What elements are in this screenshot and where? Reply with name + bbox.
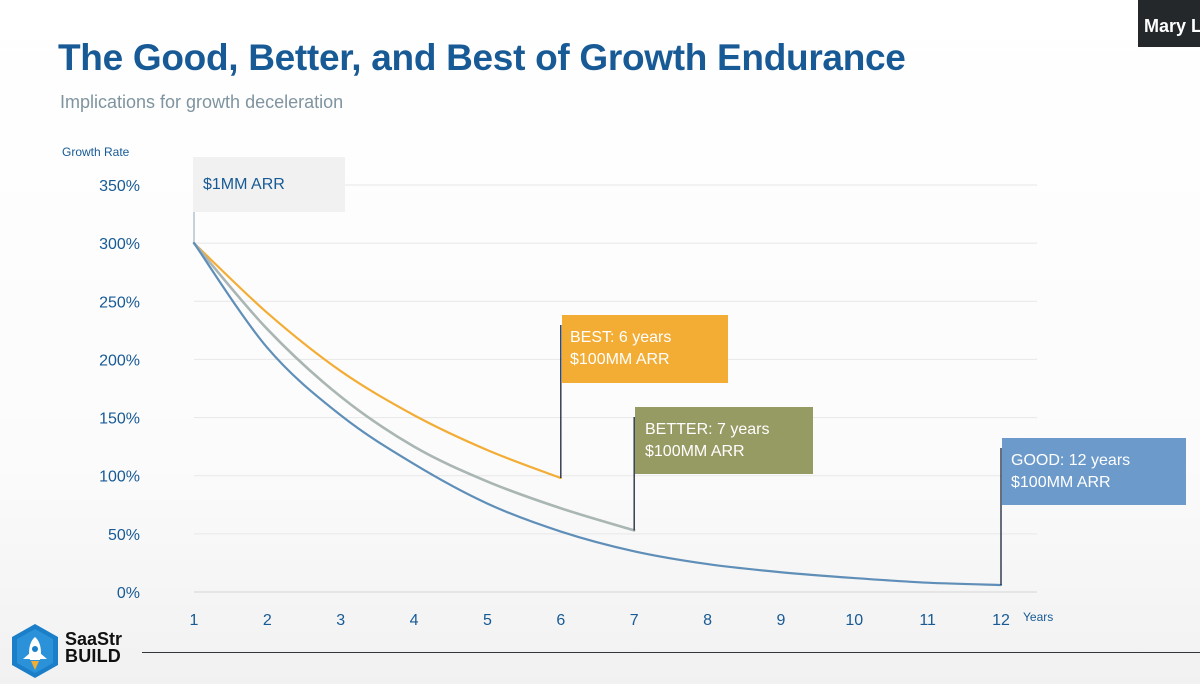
good-years-label: GOOD: 12 years (1011, 452, 1131, 469)
best-growth-line (192, 242, 562, 480)
y-tick-label: 200% (99, 352, 140, 369)
best-annotation: BEST: 6 years $100MM ARR (562, 315, 728, 383)
x-tick-label: 1 (190, 612, 199, 629)
better-growth-line (192, 241, 636, 532)
better-years-label: BETTER: 7 years (645, 421, 770, 438)
y-tick-label: 250% (99, 294, 140, 311)
y-tick-label: 0% (117, 585, 140, 602)
bottom-divider (142, 652, 1200, 653)
rocket-logo-icon (12, 624, 58, 678)
y-tick-label: 100% (99, 469, 140, 486)
logo-saastr-text: SaaStr (65, 629, 123, 649)
x-tick-label: 4 (410, 612, 419, 629)
x-tick-label: 7 (630, 612, 639, 629)
best-arr-label: $100MM ARR (570, 351, 670, 368)
x-tick-label: 12 (992, 612, 1010, 629)
x-tick-label: 9 (776, 612, 785, 629)
x-tick-label: 3 (336, 612, 345, 629)
participant-name: Mary L (1144, 16, 1200, 36)
y-axis-label: Growth Rate (62, 145, 130, 159)
better-arr-label: $100MM ARR (645, 443, 745, 460)
slide-subtitle: Implications for growth deceleration (60, 92, 344, 112)
logo-text: SaaStr BUILD (65, 629, 123, 666)
participant-name-tag: Mary L (1138, 0, 1200, 47)
y-tick-label: 300% (99, 236, 140, 253)
saastr-build-logo: SaaStr BUILD (8, 622, 138, 680)
good-growth-line (192, 242, 1003, 587)
best-years-label: BEST: 6 years (570, 329, 672, 346)
x-tick-label: 11 (919, 612, 936, 629)
y-tick-label: 50% (108, 527, 140, 544)
logo-build-text: BUILD (65, 646, 121, 666)
x-tick-label: 8 (703, 612, 712, 629)
start-arr-label: $1MM ARR (203, 176, 285, 193)
good-arr-label: $100MM ARR (1011, 474, 1111, 491)
x-tick-label: 2 (263, 612, 272, 629)
x-tick-label: 6 (556, 612, 565, 629)
x-tick-label: 5 (483, 612, 492, 629)
slide-title: The Good, Better, and Best of Growth End… (58, 37, 906, 78)
good-annotation: GOOD: 12 years $100MM ARR (1002, 438, 1186, 505)
y-tick-label: 350% (99, 178, 140, 195)
x-axis-label: Years (1023, 610, 1054, 624)
y-tick-label: 150% (99, 411, 140, 428)
better-annotation: BETTER: 7 years $100MM ARR (635, 407, 813, 474)
x-tick-label: 10 (845, 612, 863, 629)
start-arr-annotation: $1MM ARR (193, 157, 345, 212)
